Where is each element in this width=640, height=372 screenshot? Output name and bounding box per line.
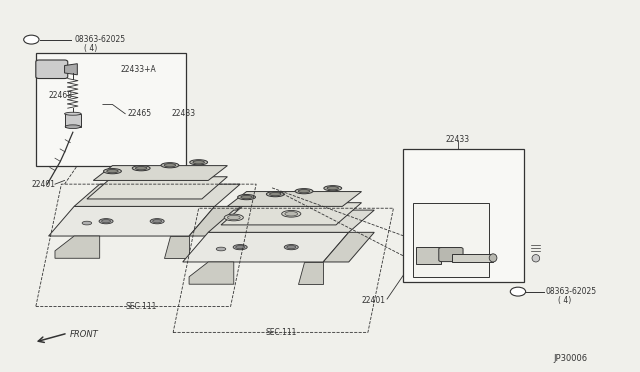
Text: 22433: 22433 (445, 135, 470, 144)
Polygon shape (221, 203, 362, 225)
Text: B: B (515, 289, 519, 294)
Ellipse shape (82, 221, 92, 225)
Ellipse shape (65, 112, 81, 115)
Bar (65, 114, 81, 127)
Polygon shape (182, 232, 349, 262)
Ellipse shape (295, 189, 313, 194)
Polygon shape (55, 236, 100, 258)
Bar (416, 247, 442, 264)
Ellipse shape (489, 254, 497, 262)
Circle shape (24, 35, 39, 44)
Ellipse shape (324, 186, 342, 191)
Polygon shape (189, 262, 234, 284)
Ellipse shape (237, 195, 255, 200)
Text: 22401: 22401 (31, 180, 55, 189)
Polygon shape (87, 177, 227, 199)
Polygon shape (208, 210, 374, 232)
Polygon shape (65, 64, 77, 75)
Text: 22465: 22465 (127, 109, 151, 118)
Ellipse shape (224, 214, 243, 221)
Text: SEC.111: SEC.111 (125, 302, 157, 311)
Ellipse shape (327, 186, 339, 190)
Ellipse shape (287, 246, 296, 249)
Ellipse shape (233, 244, 247, 250)
Ellipse shape (104, 169, 122, 174)
Ellipse shape (65, 125, 81, 129)
Bar (36, 52, 186, 166)
Text: ( 4): ( 4) (84, 44, 97, 53)
Text: 08363-62025: 08363-62025 (74, 35, 125, 44)
Polygon shape (74, 184, 240, 206)
Bar (452, 254, 493, 262)
Text: 08363-62025: 08363-62025 (545, 287, 596, 296)
Ellipse shape (227, 215, 240, 220)
Ellipse shape (102, 219, 111, 223)
Text: B: B (28, 37, 32, 42)
Ellipse shape (189, 160, 207, 165)
Text: 22401: 22401 (362, 296, 385, 305)
Text: 22433+A: 22433+A (442, 215, 477, 224)
Polygon shape (298, 262, 323, 284)
Ellipse shape (132, 166, 150, 171)
Ellipse shape (285, 212, 298, 216)
Polygon shape (93, 166, 227, 180)
Ellipse shape (193, 161, 204, 164)
Ellipse shape (150, 219, 164, 224)
Polygon shape (227, 192, 362, 206)
Polygon shape (189, 206, 240, 236)
Ellipse shape (164, 164, 175, 167)
Ellipse shape (99, 219, 113, 224)
Ellipse shape (136, 167, 147, 170)
Text: 22465: 22465 (416, 208, 440, 217)
Polygon shape (164, 236, 189, 258)
Text: 22433: 22433 (172, 109, 196, 118)
Text: 22468: 22468 (49, 91, 72, 100)
Circle shape (510, 287, 525, 296)
Ellipse shape (107, 170, 118, 173)
Ellipse shape (284, 244, 298, 250)
Ellipse shape (266, 192, 284, 197)
Ellipse shape (298, 189, 310, 193)
FancyBboxPatch shape (36, 60, 68, 78)
Text: ( 4): ( 4) (558, 296, 572, 305)
Text: 22468: 22468 (416, 230, 440, 239)
Ellipse shape (282, 211, 301, 217)
Ellipse shape (269, 192, 281, 196)
Text: SEC.111: SEC.111 (266, 328, 298, 337)
Ellipse shape (236, 246, 244, 249)
Ellipse shape (241, 195, 252, 199)
Ellipse shape (216, 247, 226, 251)
FancyBboxPatch shape (439, 247, 463, 262)
Ellipse shape (153, 219, 162, 223)
Ellipse shape (161, 163, 179, 168)
Ellipse shape (532, 254, 540, 262)
Bar (413, 203, 489, 277)
Polygon shape (323, 232, 374, 262)
Text: JP30006: JP30006 (553, 354, 588, 363)
Text: FRONT: FRONT (70, 330, 99, 340)
Text: 22433+A: 22433+A (121, 65, 157, 74)
Polygon shape (49, 206, 214, 236)
Bar (403, 149, 524, 282)
